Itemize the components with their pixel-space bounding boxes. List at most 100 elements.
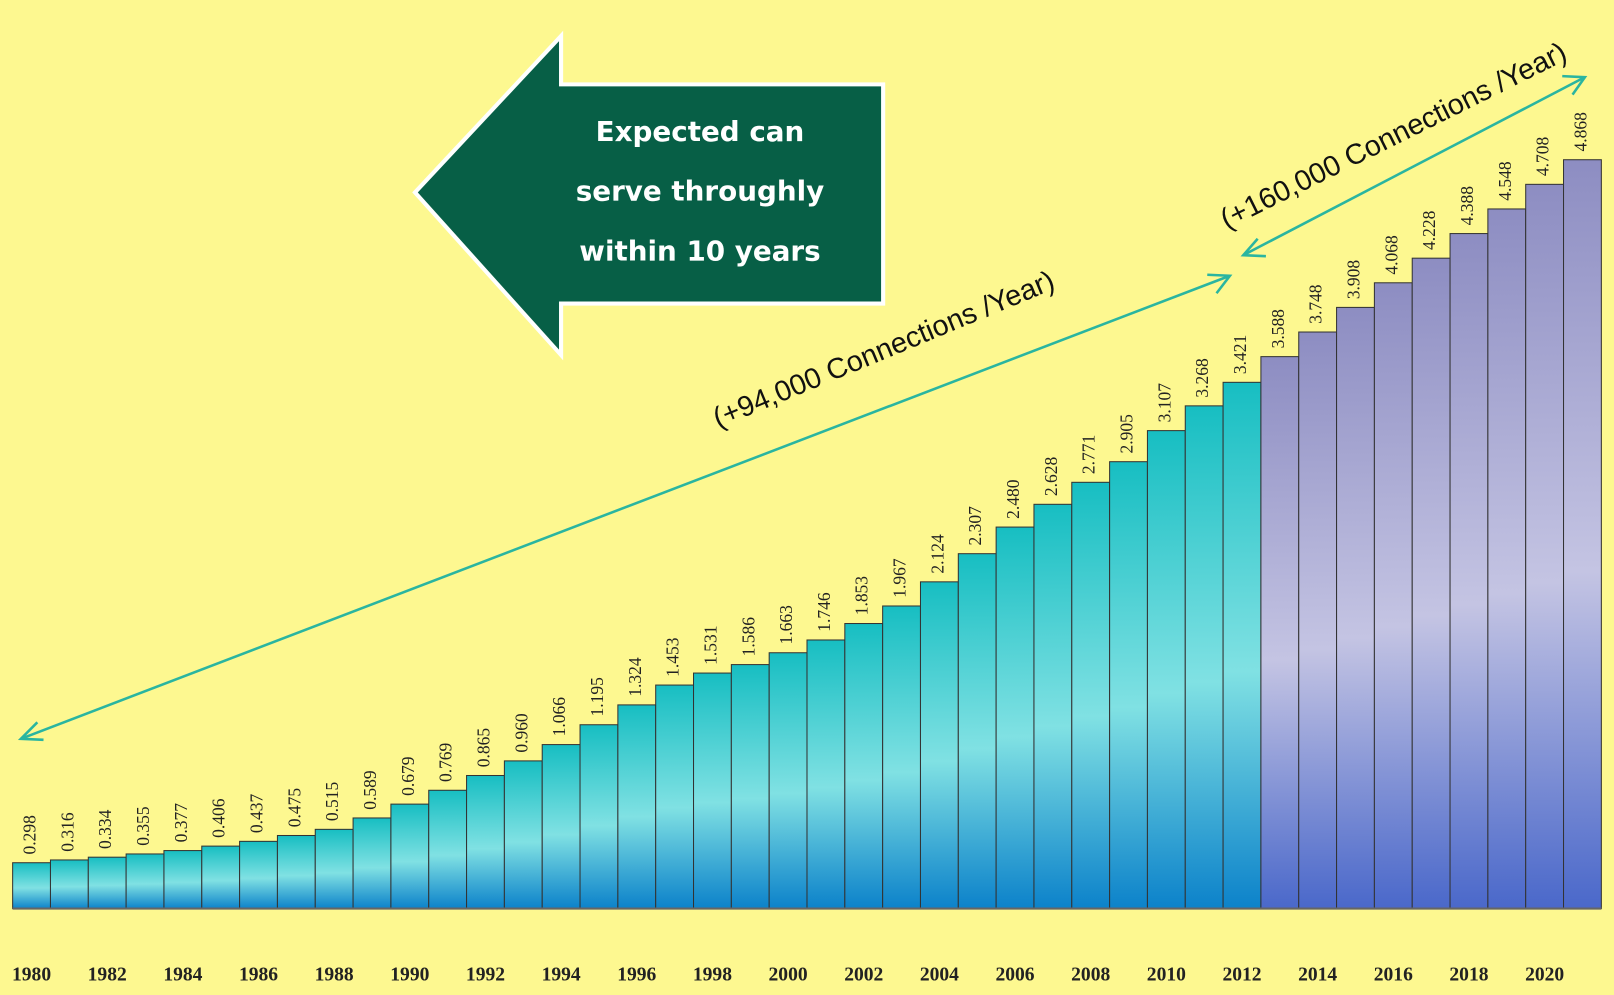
bar [806, 639, 846, 910]
bar [617, 704, 657, 910]
bar [957, 553, 997, 910]
arrowhead [1240, 237, 1266, 258]
bar [1146, 430, 1186, 910]
x-tick-label: 2004 [920, 965, 959, 986]
bar [730, 664, 770, 910]
value-label: 1.586 [738, 617, 758, 657]
bar [1109, 461, 1148, 910]
bar [239, 840, 278, 910]
x-tick-label: 2020 [1525, 965, 1564, 986]
value-label: 0.406 [209, 798, 229, 838]
bar [1563, 159, 1602, 910]
bar [1260, 356, 1300, 910]
value-label: 4.548 [1495, 161, 1515, 201]
value-label: 0.316 [57, 812, 77, 852]
x-tick-label: 1990 [390, 965, 429, 986]
x-tick-label: 1994 [542, 965, 581, 986]
x-tick-label: 1982 [88, 965, 127, 986]
x-tick-label: 1988 [315, 965, 354, 986]
bar [919, 581, 959, 910]
bar [87, 856, 127, 910]
bar [503, 760, 543, 910]
value-label: 3.748 [1306, 284, 1326, 324]
bar [428, 789, 468, 910]
callout-text: serve throughly [576, 175, 824, 208]
arrowhead [1562, 74, 1588, 96]
bar [390, 803, 430, 910]
value-label: 0.298 [20, 815, 40, 855]
value-label: 2.628 [1041, 456, 1061, 496]
callout-arrow [412, 30, 886, 361]
callout-text: within 10 years [579, 234, 820, 267]
span-arrow [20, 274, 1231, 740]
value-label: 0.589 [360, 770, 380, 810]
value-label: 2.307 [965, 506, 985, 546]
bar [1071, 481, 1111, 910]
bar [125, 853, 165, 910]
x-tick-label: 2014 [1298, 965, 1337, 986]
x-tick-label: 1998 [693, 965, 732, 986]
value-label: 2.480 [1003, 479, 1023, 519]
bar [352, 817, 392, 910]
bar [1222, 381, 1262, 910]
value-label: 0.679 [398, 756, 418, 796]
value-label: 0.769 [436, 742, 456, 782]
value-label: 1.531 [700, 625, 720, 664]
bar [1411, 257, 1451, 910]
x-tick-label: 2000 [769, 965, 808, 986]
value-label: 2.771 [1079, 435, 1099, 474]
x-tick-label: 2016 [1374, 965, 1413, 986]
x-tick-label: 2006 [995, 965, 1034, 986]
value-label: 2.905 [1117, 414, 1137, 454]
x-tick-label: 1980 [12, 965, 51, 986]
value-label: 4.068 [1381, 235, 1401, 275]
value-label: 1.453 [663, 637, 683, 677]
x-tick-label: 1992 [466, 965, 505, 986]
bar [1373, 282, 1413, 910]
span-arrow [1242, 76, 1586, 257]
value-label: 4.388 [1457, 186, 1477, 226]
bar [49, 859, 89, 910]
value-label: 0.475 [284, 788, 304, 828]
value-label: 1.195 [587, 677, 607, 717]
value-label: 3.908 [1343, 260, 1363, 300]
callout-text: Expected can [596, 115, 805, 148]
value-label: 1.324 [625, 657, 645, 697]
x-tick-label: 2010 [1147, 965, 1186, 986]
bar [655, 684, 695, 910]
value-label: 4.228 [1419, 210, 1439, 250]
value-label: 1.967 [890, 558, 910, 598]
x-tick-label: 1984 [163, 965, 202, 986]
value-label: 4.868 [1570, 112, 1590, 152]
bar [1184, 405, 1224, 910]
value-label: 2.124 [927, 534, 947, 574]
value-label: 1.663 [776, 605, 796, 645]
value-label: 3.268 [1192, 358, 1212, 398]
value-label: 1.853 [852, 576, 872, 616]
bar [882, 605, 921, 910]
x-tick-label: 2018 [1449, 965, 1488, 986]
value-label: 0.377 [171, 803, 191, 843]
value-label: 1.746 [814, 592, 834, 632]
bar [466, 774, 505, 910]
bar [1336, 306, 1375, 910]
bar [995, 526, 1035, 910]
bar [201, 845, 241, 910]
value-label: 3.107 [1154, 383, 1174, 423]
value-label: 0.437 [247, 794, 267, 834]
bar [163, 850, 203, 910]
bar [1487, 208, 1527, 910]
bar [276, 834, 316, 910]
x-tick-label: 1996 [617, 965, 656, 986]
x-tick-label: 2002 [844, 965, 883, 986]
value-label: 0.515 [322, 782, 342, 822]
bar [1449, 233, 1489, 910]
value-label: 0.355 [133, 806, 153, 846]
value-label: 3.588 [1268, 309, 1288, 349]
bar [1525, 183, 1565, 910]
bar [1033, 503, 1073, 910]
span-arrows [17, 74, 1588, 742]
value-label: 0.960 [511, 713, 531, 753]
